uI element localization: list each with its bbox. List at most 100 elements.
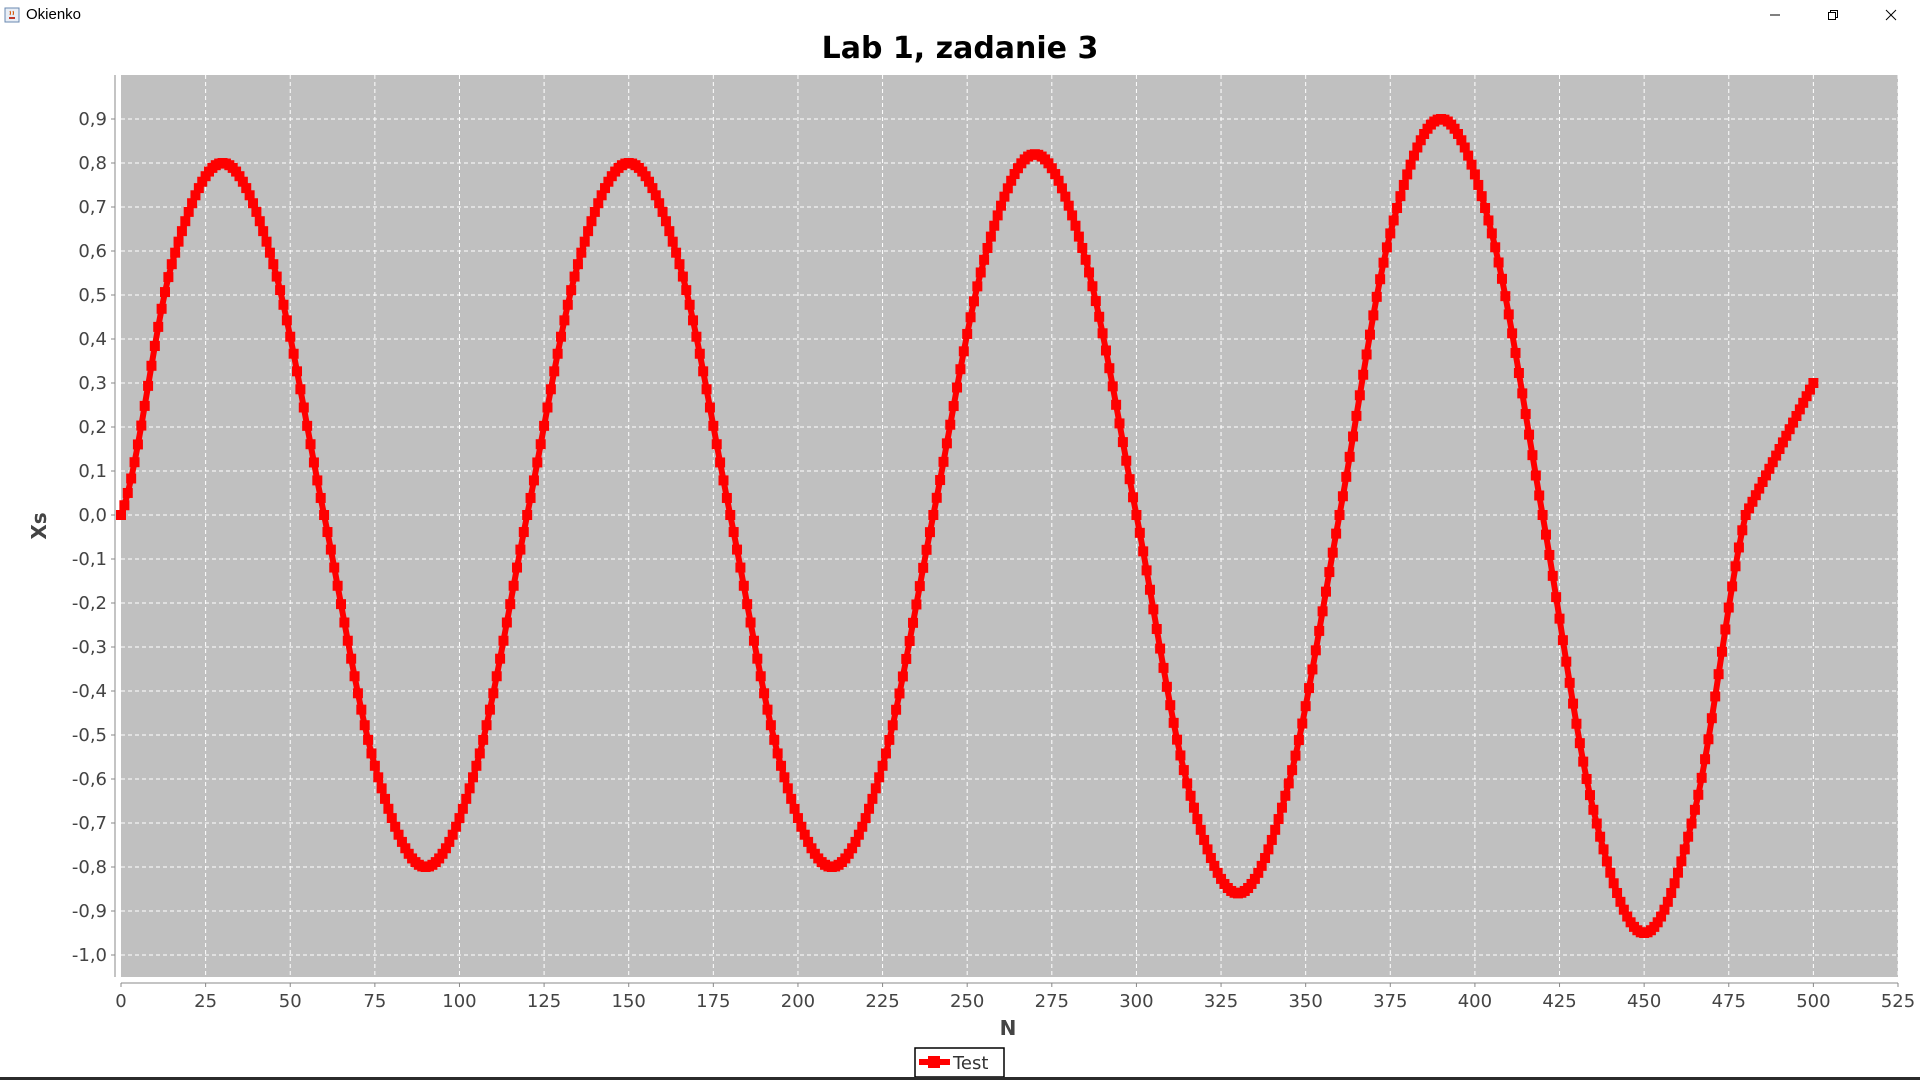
series-point: [197, 176, 208, 187]
series-point: [241, 183, 252, 194]
series-point: [877, 760, 888, 771]
series-point: [908, 617, 919, 628]
series-point: [305, 439, 316, 450]
series-point: [1287, 765, 1298, 776]
series-point: [1063, 200, 1074, 211]
series-point: [295, 384, 306, 395]
series-point: [312, 475, 323, 486]
series-point: [1710, 691, 1721, 702]
series-point: [1114, 418, 1125, 429]
series-point: [1561, 656, 1572, 667]
series-point: [748, 635, 759, 646]
y-tick-label: -0,2: [72, 593, 107, 614]
series-point: [522, 510, 533, 520]
series-point: [180, 216, 191, 227]
series-point: [444, 836, 455, 847]
chart-title: Lab 1, zadanie 3: [822, 31, 1099, 66]
series-point: [1601, 856, 1612, 867]
minimize-button[interactable]: [1746, 0, 1804, 29]
series-point: [674, 259, 685, 270]
x-tick-label: 150: [612, 991, 646, 1012]
series-point: [481, 720, 492, 731]
series-point: [332, 580, 343, 591]
chart-panel: Lab 1, zadanie 3 0 25 50 75 100 125 150 175 200 2…: [0, 29, 1920, 1079]
series-point: [924, 527, 935, 538]
series-point: [792, 813, 803, 824]
series-point: [1161, 681, 1172, 692]
series-point: [254, 216, 265, 227]
series-point: [1378, 257, 1389, 268]
series-point: [1354, 390, 1365, 401]
series-point: [864, 803, 875, 814]
series-point: [1195, 824, 1206, 835]
window-title: Okienko: [26, 6, 82, 23]
series-point: [454, 813, 465, 824]
series-point: [1605, 867, 1616, 878]
series-point: [1466, 159, 1477, 170]
series-point: [1622, 911, 1633, 922]
series-point: [1456, 135, 1467, 146]
series-point: [1260, 853, 1271, 864]
series-point: [1757, 477, 1768, 487]
series-point: [396, 836, 407, 847]
series-point: [721, 492, 732, 503]
series-point: [593, 198, 604, 209]
y-tick-label: 0,1: [78, 461, 107, 482]
series-point: [1249, 873, 1260, 884]
series-point: [1297, 718, 1308, 729]
series-point: [803, 836, 814, 847]
y-tick-label: -0,4: [72, 681, 107, 702]
series-point: [1327, 547, 1338, 558]
series-point: [738, 580, 749, 591]
series-point: [654, 198, 665, 209]
series-point: [559, 315, 570, 326]
series-point: [342, 635, 353, 646]
series-point: [552, 348, 563, 359]
plot-background: [121, 75, 1898, 977]
restore-button[interactable]: [1804, 0, 1862, 29]
series-point: [1202, 844, 1213, 855]
x-tick-label: 400: [1458, 991, 1492, 1012]
series-point: [532, 457, 543, 468]
series-point: [1256, 860, 1267, 871]
y-tick-label: -0,1: [72, 549, 107, 570]
series-point: [1070, 220, 1081, 231]
series-point: [952, 382, 963, 393]
series-point: [1713, 669, 1724, 680]
series-point: [183, 206, 194, 217]
series-point: [440, 843, 451, 854]
series-point: [170, 247, 181, 258]
series-point: [132, 439, 143, 450]
series-point: [1104, 363, 1115, 374]
series-point: [518, 527, 529, 538]
series-point: [1503, 309, 1514, 320]
series-point: [1720, 624, 1731, 635]
series-point: [982, 242, 993, 253]
series-point: [850, 836, 861, 847]
series-point: [992, 210, 1003, 221]
series-point: [664, 226, 675, 237]
series-point: [1544, 549, 1555, 560]
series-point: [464, 783, 475, 794]
series-point: [363, 734, 374, 745]
series-point: [1358, 369, 1369, 380]
series-point: [772, 748, 783, 759]
x-tick-label: 0: [115, 991, 126, 1012]
series-point: [1408, 150, 1419, 161]
series-point: [488, 688, 499, 699]
y-axis-label: Xs: [27, 512, 51, 539]
series-point: [1547, 570, 1558, 581]
series-point: [126, 473, 137, 484]
close-button[interactable]: [1862, 0, 1920, 29]
series-point: [1683, 831, 1694, 842]
series-point: [1117, 437, 1128, 448]
x-tick-label: 300: [1119, 991, 1153, 1012]
x-tick-label: 200: [781, 991, 815, 1012]
series-point: [1662, 896, 1673, 907]
series-point: [1679, 844, 1690, 855]
series-point: [542, 402, 553, 413]
series-point: [1608, 878, 1619, 889]
series-point: [704, 402, 715, 413]
series-point: [1199, 834, 1210, 845]
x-tick-label: 525: [1881, 991, 1915, 1012]
